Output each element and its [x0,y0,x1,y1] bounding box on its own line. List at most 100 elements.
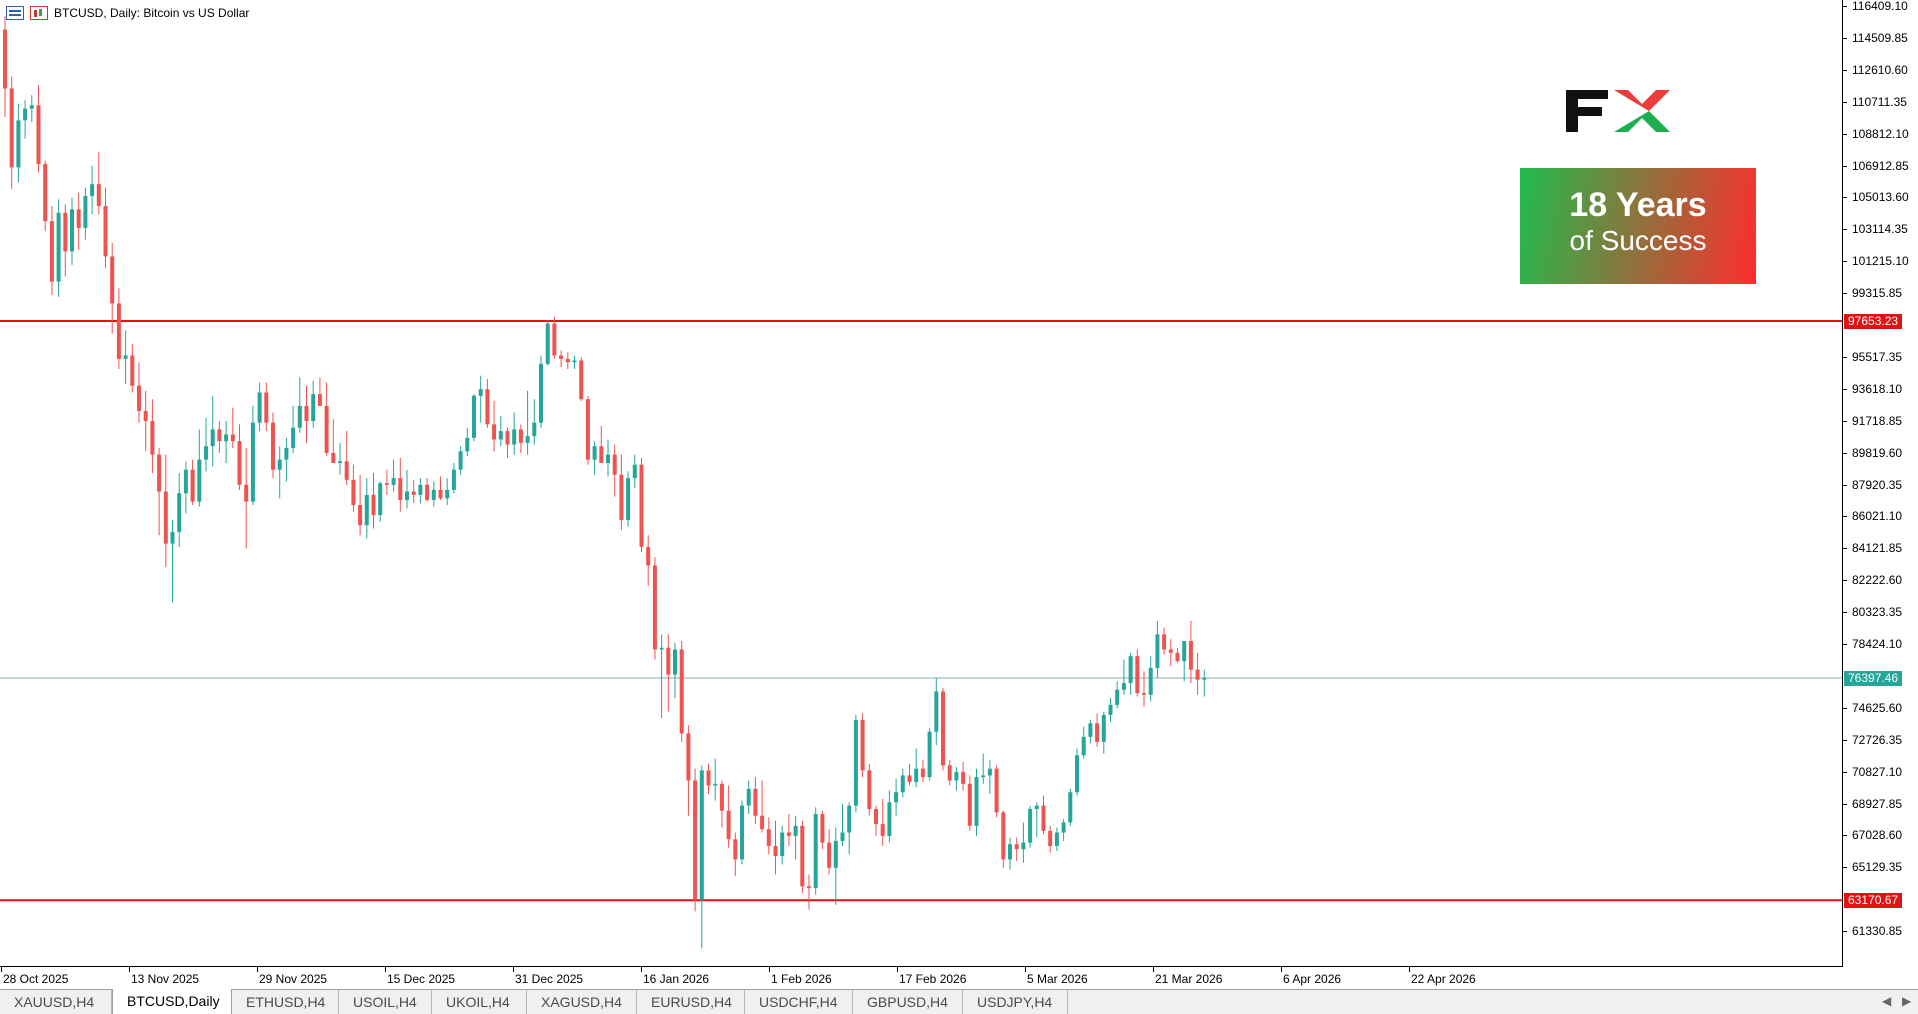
chart-list-icon[interactable] [6,6,24,20]
candle-body [96,184,101,207]
candle-body [378,483,383,516]
tab-xagusd-h4[interactable]: XAGUSD,H4 [527,990,637,1014]
tab-btcusd-daily[interactable]: BTCUSD,Daily [112,989,232,1014]
candle-body [793,825,798,836]
price-tick-label: 110711.35 [1852,94,1907,109]
tab-ethusd-h4[interactable]: ETHUSD,H4 [232,990,339,1014]
tab-usoil-h4[interactable]: USOIL,H4 [339,990,432,1014]
candle [1108,698,1113,722]
candle [116,288,121,369]
price-tick-label: 106912.85 [1852,158,1909,173]
candle [237,424,242,490]
candle-body [1075,755,1079,793]
time-axis[interactable]: 28 Oct 2025 13 Nov 2025 29 Nov 2025 15 Dec … [0,967,1843,989]
candle [103,187,108,269]
candle-body [894,792,899,803]
candle [1188,620,1193,684]
time-tick-label: 31 Dec 2025 [515,972,584,986]
candle-body [545,323,550,364]
time-tick-label: 5 Mar 2026 [1027,972,1088,986]
candle-body [733,839,738,860]
candle [974,768,979,836]
candle [552,316,557,359]
candle [907,763,912,786]
price-tick-label: 84121.85 [1852,541,1903,556]
candle-body [994,768,999,813]
price-tick-label: 74625.60 [1852,700,1903,715]
candle-body [606,454,610,464]
candle-body [1135,656,1140,694]
candle [518,424,523,453]
candle-body [445,489,450,499]
price-tick: 99315.85 [1843,286,1918,300]
price-tick-label: 101215.10 [1852,254,1909,269]
candle-body [458,451,463,470]
candle [304,385,309,443]
tab-usdchf-h4[interactable]: USDCHF,H4 [745,990,853,1014]
candle [284,437,289,482]
candle [190,459,195,505]
chart-type-icon[interactable] [30,6,48,20]
tab-scroll-right-icon[interactable]: ▶ [1902,994,1912,1008]
time-tick-label: 28 Oct 2025 [3,972,69,986]
tab-eurusd-h4[interactable]: EURUSD,H4 [637,990,745,1014]
candle-body [371,494,376,516]
candle [1115,681,1120,709]
candle [619,454,624,531]
candle [277,446,282,499]
candle [740,800,744,865]
candle-body [177,493,182,532]
price-tick-label: 91718.85 [1852,413,1903,428]
tab-xauusd-h4[interactable]: XAUUSD,H4 [0,990,112,1014]
candle-body [63,212,68,252]
candle [1034,802,1039,838]
candle-body [498,431,503,440]
candle-body [1168,649,1173,653]
candle [914,748,919,788]
candle [405,469,409,509]
candle-body [646,546,651,566]
candle [36,85,41,173]
candle [565,352,570,369]
tab-gbpusd-h4[interactable]: GBPUSD,H4 [853,990,963,1014]
price-tick-label: 65129.35 [1852,860,1903,875]
candle-body [1014,844,1019,850]
candle-body [518,429,523,443]
candle-body [699,770,704,900]
price-axis[interactable]: 116409.10 114509.85 112610.60 110711.35 1088… [1843,0,1918,967]
candle-body [632,464,637,479]
candle [927,728,932,781]
price-tick: 101215.10 [1843,254,1918,268]
tab-ukoil-h4[interactable]: UKOIL,H4 [432,990,527,1014]
candle [150,399,155,474]
candle-body [358,504,363,526]
candle [425,478,430,502]
candle-body [847,805,852,833]
candle [780,825,785,865]
price-tick: 67028.60 [1843,828,1918,842]
candle-body [505,431,510,445]
promo-banner[interactable]: 18 Years of Success [1520,168,1756,284]
candle [867,763,872,816]
candle-body [43,164,48,222]
candle [1021,822,1026,863]
time-tick-label: 13 Nov 2025 [131,972,200,986]
candle-body [800,825,805,887]
support-price-label: 63170.67 [1844,893,1903,909]
candle [1061,819,1066,841]
candle-body [1162,634,1167,650]
candle-body [1095,723,1100,742]
candle [1088,719,1093,744]
candle [1168,639,1173,667]
tab-usdjpy-h4[interactable]: USDJPY,H4 [963,990,1068,1014]
chart-area[interactable]: BTCUSD, Daily: Bitcoin vs US Dollar 18 Y… [0,0,1843,967]
candle-body [465,437,470,452]
chart-tab-bar: XAUUSD,H4 BTCUSD,Daily ETHUSD,H4 USOIL,H4 UK… [0,989,1918,1014]
tab-scroll-left-icon[interactable]: ◀ [1882,994,1892,1008]
candle-body [827,842,832,868]
candle-body [1028,809,1033,843]
candle [445,478,450,505]
candle-body [70,209,74,252]
candle [900,768,905,798]
candle [1135,649,1140,697]
